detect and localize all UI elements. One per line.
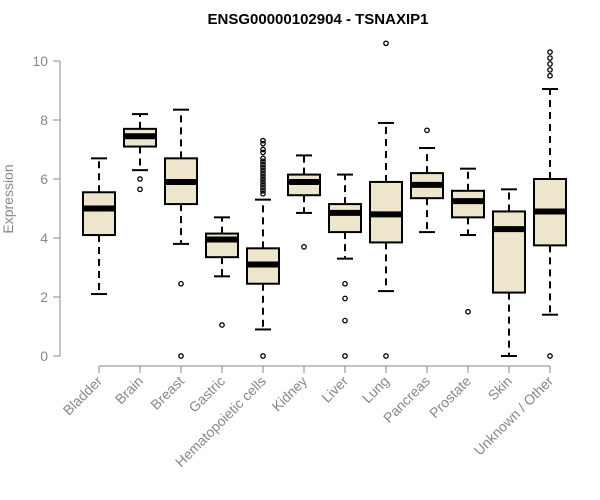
iqr-box: [328, 203, 362, 234]
outlier-point: [260, 185, 266, 191]
outlier-point: [342, 295, 348, 302]
outlier-point: [260, 137, 266, 144]
y-tick-label: 4: [40, 230, 48, 246]
box-lung: [369, 40, 403, 359]
outlier-point: [260, 155, 266, 162]
outlier-point: [219, 322, 225, 328]
outlier-point: [260, 187, 266, 194]
box-bladder: [82, 157, 116, 296]
y-tick-label: 0: [40, 348, 48, 364]
y-tick-label: 10: [32, 53, 48, 69]
box-prostate: [451, 167, 485, 315]
outlier-point: [547, 72, 553, 79]
x-tick-label: Liver: [318, 373, 351, 406]
iqr-box: [492, 210, 526, 294]
iqr-box: [82, 191, 116, 237]
x-tick-label: Kidney: [269, 373, 311, 415]
x-tick-label: Bladder: [60, 373, 106, 419]
outlier-point: [547, 353, 553, 359]
outlier-point: [178, 280, 184, 287]
outlier-point: [342, 280, 348, 287]
box-brain: [123, 113, 157, 193]
boxes-group: [82, 40, 567, 359]
outlier-point: [547, 55, 553, 61]
x-tick-label: Lung: [359, 373, 392, 406]
outlier-point: [260, 170, 266, 176]
outlier-point: [547, 49, 553, 56]
y-tick-label: 8: [40, 112, 48, 128]
outlier-point: [260, 140, 266, 147]
box-unknown-other: [533, 49, 567, 359]
outlier-point: [260, 353, 266, 359]
outlier-point: [260, 173, 266, 179]
outlier-point: [465, 308, 471, 315]
y-tick-label: 2: [40, 289, 48, 305]
outlier-point: [260, 161, 266, 168]
y-tick-label: 6: [40, 171, 48, 187]
outlier-point: [260, 190, 266, 197]
chart-title: ENSG00000102904 - TSNAXIP1: [208, 11, 429, 28]
outlier-point: [260, 164, 266, 171]
x-tick-label: Brain: [112, 373, 146, 407]
outlier-point: [383, 40, 389, 47]
outlier-point: [547, 67, 553, 73]
outlier-point: [301, 244, 307, 250]
outlier-point: [424, 127, 430, 134]
outlier-point: [260, 182, 266, 188]
x-tick-label: Breast: [147, 373, 187, 413]
outlier-point: [342, 353, 348, 359]
outlier-point: [383, 353, 389, 359]
outlier-point: [260, 158, 266, 165]
x-tick-label: Prostate: [426, 373, 474, 421]
outlier-point: [260, 146, 266, 153]
outlier-point: [342, 317, 348, 324]
outlier-point: [260, 167, 266, 173]
outlier-point: [547, 61, 553, 67]
outlier-point: [260, 176, 266, 182]
box-hematopoietic-cells: [246, 137, 280, 359]
box-pancreas: [410, 127, 444, 234]
box-skin: [492, 188, 526, 357]
box-liver: [328, 173, 362, 359]
outlier-point: [137, 186, 143, 193]
outlier-point: [260, 149, 266, 156]
y-axis: 0 2 4 6 8 10: [32, 53, 61, 364]
outlier-point: [178, 353, 184, 359]
outlier-point: [260, 179, 266, 185]
y-axis-label: Expression: [0, 164, 16, 233]
box-kidney: [287, 154, 321, 250]
box-breast: [164, 108, 198, 359]
box-gastric: [205, 216, 239, 328]
x-tick-label: Skin: [485, 373, 516, 404]
outlier-point: [137, 176, 143, 182]
